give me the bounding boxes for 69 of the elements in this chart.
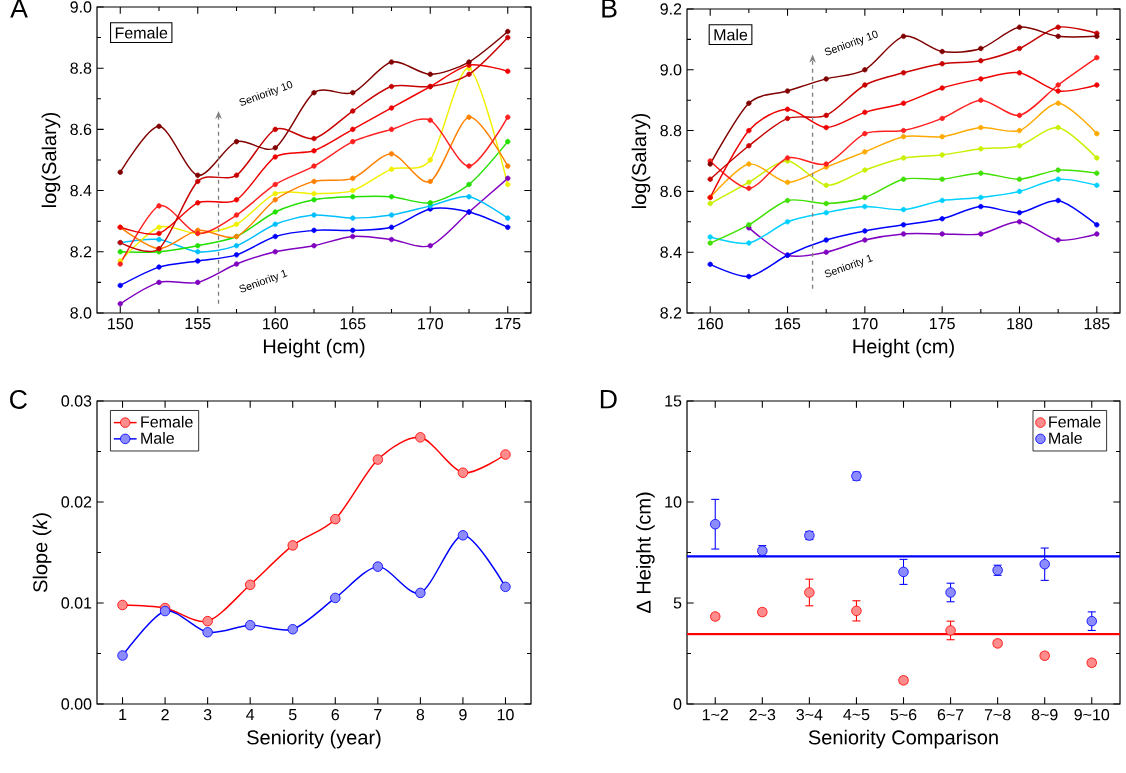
x-tick-label: 2~3 xyxy=(749,709,776,721)
x-tick-label: 3 xyxy=(203,709,212,721)
chart-title: D xyxy=(600,390,617,409)
chart-title: B xyxy=(602,0,617,18)
y-tick-label: 8.2 xyxy=(660,307,682,319)
x-tick-label: 155 xyxy=(185,318,211,330)
y-tick-label: 8.6 xyxy=(660,185,682,198)
y-tick-label: 0.01 xyxy=(61,597,92,609)
x-tick-label: 180 xyxy=(1007,318,1033,330)
x-tick-label: 10 xyxy=(497,709,514,721)
y-tick-label: 15 xyxy=(665,395,682,407)
legend-label: Male xyxy=(1049,432,1082,444)
x-axis-title: Height (cm) xyxy=(263,338,365,358)
y-tick-label: 5 xyxy=(673,597,682,609)
y-tick-label: 0.02 xyxy=(61,496,92,508)
y-tick-label: 8.6 xyxy=(70,123,92,136)
chart-title: C xyxy=(10,390,27,409)
x-tick-label: 185 xyxy=(1084,318,1110,330)
y-tick-label: 0 xyxy=(673,698,682,710)
x-tick-label: 7 xyxy=(374,709,382,721)
x-tick-label: 2 xyxy=(161,709,169,721)
y-tick-label: 8.0 xyxy=(70,307,92,319)
x-tick-label: 8~9 xyxy=(1031,709,1058,721)
y-tick-label: 9.0 xyxy=(660,64,682,76)
legend-label: Female xyxy=(141,415,193,428)
x-tick-label: 4 xyxy=(246,709,255,721)
legend-label: Male xyxy=(141,432,174,444)
y-tick-label: 10 xyxy=(665,496,682,508)
x-tick-label: 6~7 xyxy=(937,709,964,721)
x-tick-label: 9~10 xyxy=(1074,709,1110,721)
x-tick-label: 1~2 xyxy=(702,709,729,721)
y-tick-label: 0.00 xyxy=(61,698,92,710)
y-tick-label: 9.0 xyxy=(70,1,92,13)
chart-title: A xyxy=(10,0,28,18)
y-tick-label: 0.03 xyxy=(61,395,92,407)
x-axis-title: Seniority Comparison xyxy=(808,729,998,749)
x-tick-label: 6 xyxy=(331,709,340,721)
x-tick-label: 165 xyxy=(340,318,366,330)
x-axis-title: Height (cm) xyxy=(853,338,954,358)
x-tick-label: 8 xyxy=(416,709,425,721)
x-tick-label: 4~5 xyxy=(843,709,870,721)
y-axis-title: log(Salary) xyxy=(631,113,651,208)
x-tick-label: 150 xyxy=(108,318,133,330)
x-tick-label: 160 xyxy=(263,318,288,330)
x-tick-label: 165 xyxy=(775,318,801,330)
y-tick-label: 9.2 xyxy=(660,3,682,15)
x-tick-label: 170 xyxy=(418,318,443,330)
x-axis-title: Seniority (year) xyxy=(247,729,381,749)
x-tick-label: 5~6 xyxy=(890,709,917,721)
x-tick-label: 160 xyxy=(698,318,723,330)
x-tick-label: 3~4 xyxy=(796,709,823,721)
y-tick-label: 8.2 xyxy=(70,246,92,258)
y-tick-label: 8.4 xyxy=(660,246,682,258)
x-tick-label: 170 xyxy=(852,318,878,330)
y-tick-label: 8.8 xyxy=(660,124,682,137)
x-tick-label: 175 xyxy=(930,318,955,330)
legend-label: Female xyxy=(1049,415,1101,428)
x-tick-label: 175 xyxy=(495,318,521,330)
y-tick-label: 8.8 xyxy=(70,62,92,74)
y-tick-label: 8.4 xyxy=(70,184,92,197)
annotation: Female xyxy=(115,26,168,39)
x-tick-label: 5 xyxy=(288,709,297,721)
x-tick-label: 1 xyxy=(119,709,127,721)
annotation: Male xyxy=(714,28,748,41)
x-tick-label: 9 xyxy=(459,709,467,721)
x-tick-label: 7~8 xyxy=(984,709,1011,721)
y-axis-title: Slope (k) xyxy=(32,513,52,593)
y-axis-title: log(Salary) xyxy=(41,112,61,207)
y-axis-title: Δ Height (cm) xyxy=(636,492,655,614)
